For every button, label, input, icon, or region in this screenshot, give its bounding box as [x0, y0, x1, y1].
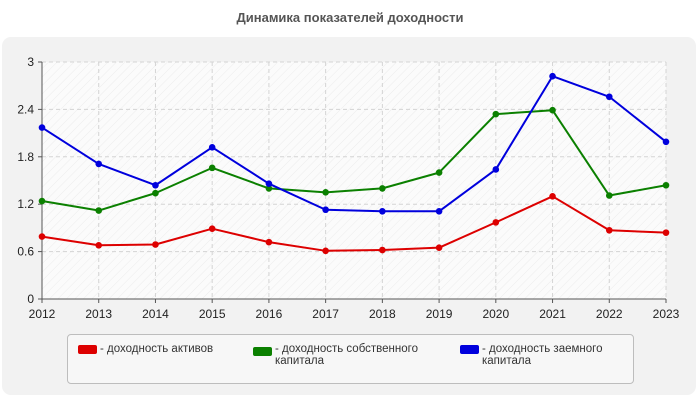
- series-2-point: [38, 124, 46, 131]
- series-0-point: [208, 225, 216, 232]
- x-tick-label: 2023: [653, 307, 680, 321]
- series-0-point: [95, 241, 103, 249]
- series-0-point: [435, 244, 443, 251]
- x-tick-label: 2016: [256, 307, 283, 321]
- series-2-point: [492, 166, 500, 173]
- x-tick-label: 2021: [539, 307, 566, 321]
- series-1-point: [265, 185, 273, 192]
- plot-area: [42, 62, 666, 299]
- x-tick-label: 2014: [142, 307, 169, 321]
- series-line-2: [41, 75, 667, 213]
- series-1-point: [38, 197, 46, 205]
- legend-swatch-debt: [460, 345, 479, 354]
- series-group: [38, 72, 670, 255]
- series-0-point: [152, 241, 159, 248]
- series-0-point: [38, 233, 46, 240]
- x-tick-label: 2022: [596, 307, 623, 321]
- chart-title: Динамика показателей доходности: [236, 10, 464, 25]
- y-tick-label: 1.8: [17, 150, 34, 164]
- x-tick-label: 2019: [426, 307, 453, 321]
- series-1-point: [492, 110, 500, 118]
- series-1-point: [549, 106, 556, 114]
- series-0-point: [549, 193, 556, 200]
- series-1-point: [95, 207, 103, 214]
- series-0-point: [605, 226, 613, 234]
- series-1-point: [605, 192, 613, 199]
- legend-label-assets: - доходность активов: [100, 343, 214, 355]
- series-2-point: [265, 180, 273, 187]
- y-tick-label: 0.6: [17, 245, 34, 259]
- series-1-point: [208, 164, 216, 172]
- series-2-point: [662, 138, 670, 146]
- x-tick-label: 2012: [29, 307, 56, 321]
- series-line-0: [41, 195, 667, 252]
- y-tick-label: 0: [27, 292, 34, 306]
- series-0-point: [379, 246, 386, 254]
- x-tick-label: 2015: [199, 307, 226, 321]
- series-1-point: [435, 169, 443, 176]
- series-2-point: [435, 208, 443, 215]
- legend-swatch-equity: [253, 347, 272, 356]
- tick-labels: 0 0.6 1.2 1.8 2.4 3 2012 2013 2014 2015 2016 2017 20…: [17, 55, 679, 321]
- y-tick-label: 2.4: [17, 102, 34, 116]
- y-tick-label: 1.2: [17, 197, 34, 211]
- series-1-point: [379, 185, 386, 192]
- series-2-point: [152, 181, 159, 189]
- series-2-point: [322, 206, 329, 214]
- series-2-point: [549, 72, 556, 80]
- series-1-point: [662, 181, 670, 189]
- series-1-point: [322, 189, 329, 196]
- legend-swatch-assets: [78, 345, 97, 354]
- y-tick-label: 3: [27, 55, 34, 69]
- x-tick-label: 2017: [312, 307, 339, 321]
- series-0-point: [322, 247, 329, 255]
- x-tick-label: 2020: [482, 307, 509, 321]
- x-tick-label: 2013: [85, 307, 112, 321]
- series-2-point: [208, 144, 216, 151]
- series-1-point: [152, 189, 159, 197]
- series-2-point: [95, 160, 103, 168]
- series-2-point: [605, 93, 613, 101]
- legend-label-debt: - доходность заемного капитала: [482, 343, 603, 367]
- series-0-point: [265, 238, 273, 246]
- series-0-point: [662, 229, 670, 236]
- series-2-point: [379, 208, 386, 215]
- series-line-1: [41, 109, 667, 212]
- legend: - доходность активов - доходность собств…: [67, 334, 634, 384]
- series-0-point: [492, 219, 500, 226]
- x-tick-label: 2018: [369, 307, 396, 321]
- legend-label-equity: - доходность собственного капитала: [275, 343, 418, 367]
- grid-lines: [42, 61, 667, 299]
